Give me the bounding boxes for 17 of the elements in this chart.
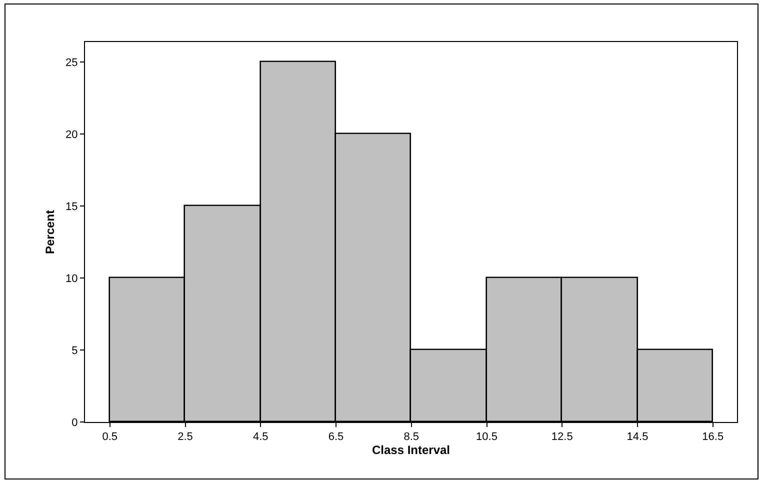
x-axis-title: Class Interval — [372, 443, 450, 458]
x-tick-label: 6.5 — [328, 431, 344, 444]
x-tick-label: 2.5 — [178, 431, 193, 444]
y-tick-label: 5 — [72, 344, 78, 357]
y-tick-label: 25 — [66, 57, 78, 69]
x-tick-label: 0.5 — [102, 431, 118, 444]
x-tick-label: 12.5 — [551, 431, 573, 444]
x-tick-label: 16.5 — [702, 431, 724, 444]
y-tick-label: 20 — [66, 128, 78, 141]
y-axis-title: Percent — [42, 210, 57, 254]
x-tick-label: 8.5 — [404, 431, 420, 444]
y-tick-label: 10 — [66, 272, 78, 285]
x-tick-label: 14.5 — [626, 431, 648, 444]
y-tick-label: 0 — [72, 416, 78, 429]
x-tick-label: 4.5 — [252, 431, 268, 444]
y-tick-label: 15 — [66, 200, 78, 213]
x-tick-label: 10.5 — [476, 431, 498, 444]
